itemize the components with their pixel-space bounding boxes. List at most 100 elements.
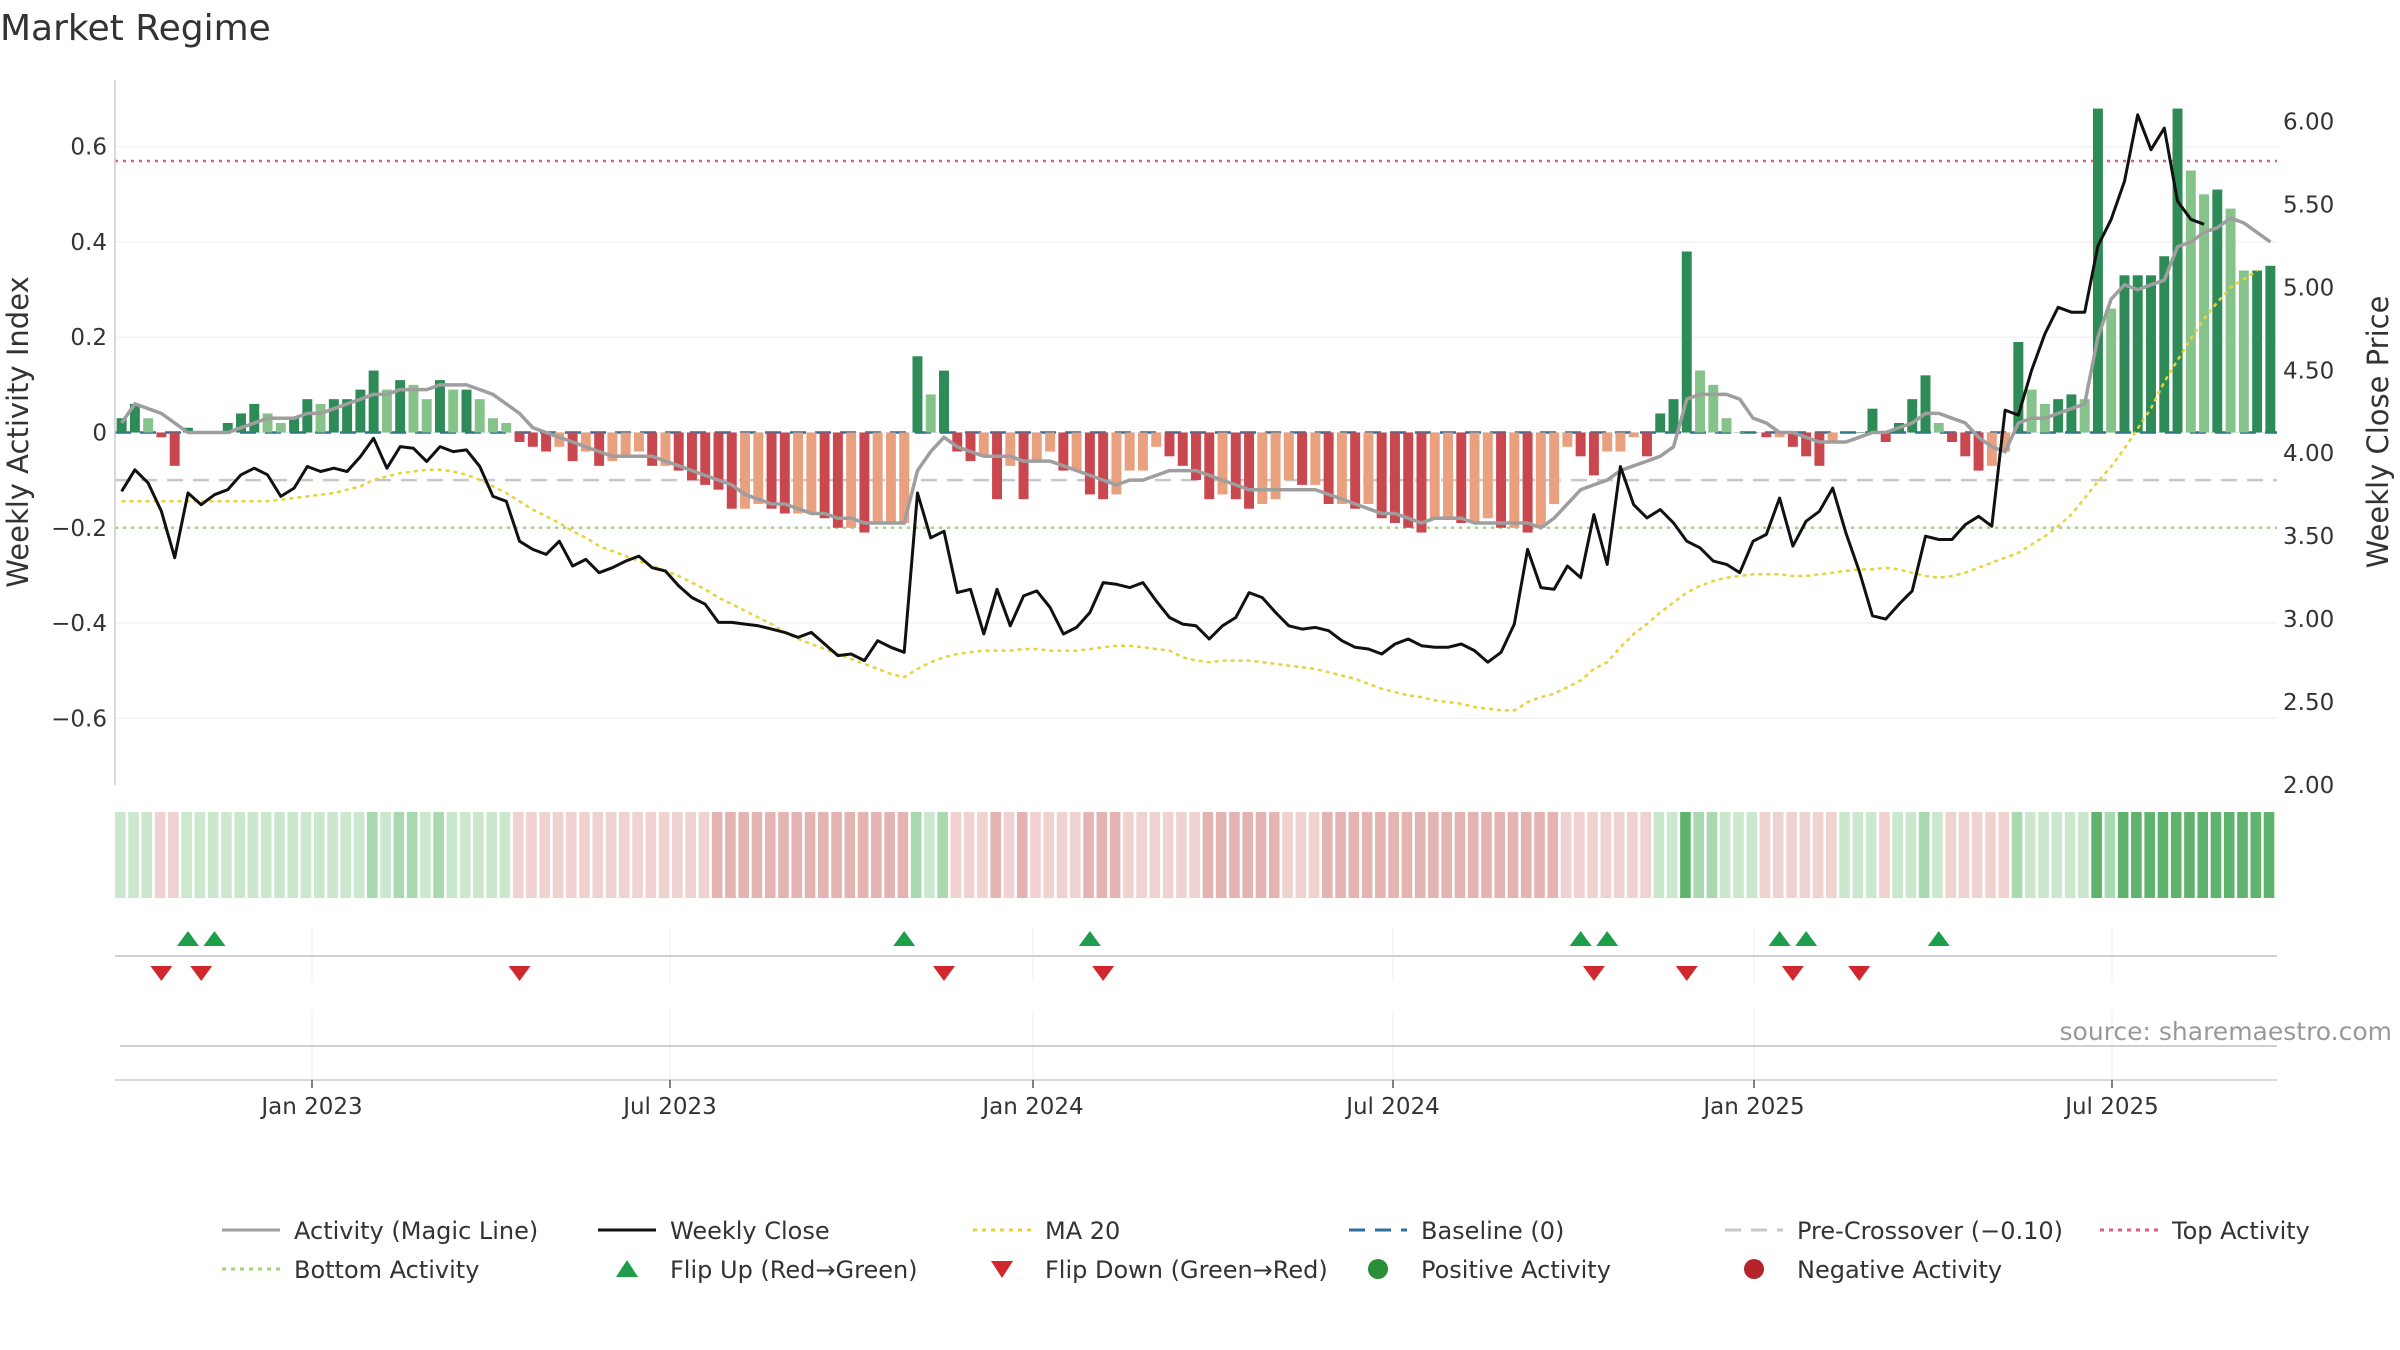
regime-cell-3 — [154, 812, 166, 898]
y2-tick-label-6: 3.00 — [2283, 607, 2334, 633]
flip-down-marker-6 — [1675, 966, 1698, 981]
activity-bar-146 — [2053, 399, 2064, 433]
regime-cell-91 — [1322, 812, 1333, 898]
regime-cell-96 — [1388, 812, 1399, 898]
activity-bar-76 — [1124, 432, 1135, 471]
y2-tick-label-1: 5.50 — [2283, 192, 2334, 218]
legend-swatch-9 — [1368, 1259, 1388, 1279]
regime-cell-130 — [1839, 812, 1850, 898]
regime-cell-93 — [1348, 812, 1360, 898]
regime-cell-62 — [937, 812, 948, 898]
y-tick-label-4: −0.2 — [51, 516, 107, 542]
activity-bar-143 — [2013, 341, 2024, 433]
regime-cell-106 — [1520, 812, 1532, 898]
regime-cell-73 — [1083, 812, 1094, 898]
activity-bar-81 — [1191, 432, 1201, 481]
regime-cell-92 — [1335, 812, 1346, 898]
regime-cell-2 — [141, 812, 153, 898]
activity-bar-59 — [899, 432, 910, 524]
regime-cell-21 — [393, 812, 405, 898]
regime-cell-147 — [2064, 812, 2076, 898]
regime-cell-1 — [128, 812, 139, 898]
activity-bar-43 — [687, 432, 697, 481]
flip-down-marker-5 — [1582, 966, 1605, 981]
activity-bar-100 — [1443, 432, 1453, 519]
y2-tick-label-3: 4.50 — [2283, 358, 2334, 384]
flip-up-marker-2 — [893, 931, 916, 946]
regime-band — [115, 812, 2275, 898]
regime-cell-160 — [2237, 812, 2248, 898]
flip-up-marker-1 — [203, 931, 226, 946]
y2-tick-label-4: 4.00 — [2283, 441, 2334, 467]
activity-bar-118 — [1681, 251, 1692, 433]
regime-cell-61 — [924, 812, 935, 898]
regime-cell-119 — [1693, 812, 1705, 898]
regime-cell-153 — [2144, 812, 2155, 898]
regime-cell-46 — [725, 812, 736, 898]
activity-bar-58 — [885, 432, 896, 524]
regime-cell-7 — [207, 812, 219, 898]
activity-bar-107 — [1535, 432, 1546, 528]
regime-cell-132 — [1865, 812, 1877, 898]
activity-bar-102 — [1469, 432, 1480, 524]
regime-cell-121 — [1719, 812, 1731, 898]
activity-bar-85 — [1244, 432, 1255, 509]
activity-bar-162 — [2265, 265, 2276, 433]
activity-bar-120 — [1708, 384, 1719, 433]
activity-bar-156 — [2185, 170, 2196, 433]
flip-down-marker-2 — [508, 966, 531, 981]
x-tick-label-4: Jan 2025 — [1701, 1094, 1804, 1120]
source-label: source: sharemaestro.com — [2060, 1017, 2393, 1046]
activity-bar-50 — [779, 432, 790, 514]
legend-label-8: Flip Down (Green→Red) — [1045, 1256, 1328, 1284]
regime-cell-74 — [1096, 812, 1108, 898]
legend-item-4: Pre-Crossover (−0.10) — [1725, 1217, 2063, 1245]
activity-bar-138 — [1947, 432, 1958, 443]
legend-label-3: Baseline (0) — [1421, 1217, 1564, 1245]
x-tick-label-3: Jul 2024 — [1344, 1094, 1440, 1120]
flip-down-marker-8 — [1848, 966, 1871, 981]
activity-bar-39 — [633, 432, 644, 452]
regime-cell-16 — [327, 812, 338, 898]
regime-cell-37 — [605, 812, 617, 898]
regime-cell-51 — [791, 812, 803, 898]
regime-cell-0 — [115, 812, 126, 898]
left-axis-ticks: 0.6 0.4 0.2 0 −0.2 −0.4 −0.6 — [51, 135, 107, 733]
regime-cell-77 — [1136, 812, 1147, 898]
activity-bar-101 — [1456, 432, 1467, 524]
activity-bar-126 — [1787, 432, 1798, 447]
activity-bar-152 — [2132, 275, 2143, 433]
activity-bar-40 — [647, 432, 658, 466]
activity-bar-157 — [2199, 194, 2210, 433]
regime-cell-158 — [2210, 812, 2222, 898]
activity-bar-11 — [262, 413, 273, 433]
regime-cell-6 — [194, 812, 206, 898]
regime-cell-63 — [950, 812, 962, 898]
activity-bar-87 — [1270, 432, 1281, 500]
regime-cell-116 — [1653, 812, 1665, 898]
regime-cell-60 — [910, 812, 922, 898]
legend-swatch-10 — [1744, 1259, 1764, 1279]
activity-bar-109 — [1562, 432, 1573, 447]
activity-bar-148 — [2079, 399, 2090, 433]
activity-bar-82 — [1204, 432, 1215, 500]
regime-cell-125 — [1772, 812, 1784, 898]
x-tick-label-1: Jul 2023 — [621, 1094, 717, 1120]
regime-cell-123 — [1746, 812, 1758, 898]
activity-bar-57 — [872, 432, 883, 524]
regime-cell-24 — [433, 812, 444, 898]
y2-tick-label-0: 6.00 — [2283, 109, 2334, 135]
regime-cell-98 — [1414, 812, 1426, 898]
activity-bar-20 — [381, 389, 392, 433]
y-tick-label-3: 0 — [92, 421, 107, 447]
activity-bar-84 — [1230, 432, 1241, 500]
regime-cell-113 — [1613, 812, 1625, 898]
flip-up-marker-0 — [176, 931, 199, 946]
y2-tick-label-2: 5.00 — [2283, 275, 2334, 301]
activity-bar-158 — [2212, 189, 2223, 433]
regime-cell-9 — [234, 812, 245, 898]
y-tick-label-2: 0.2 — [70, 325, 107, 351]
activity-bar-19 — [368, 370, 379, 433]
legend-label-4: Pre-Crossover (−0.10) — [1797, 1217, 2063, 1245]
legend-item-0: Activity (Magic Line) — [222, 1217, 538, 1245]
